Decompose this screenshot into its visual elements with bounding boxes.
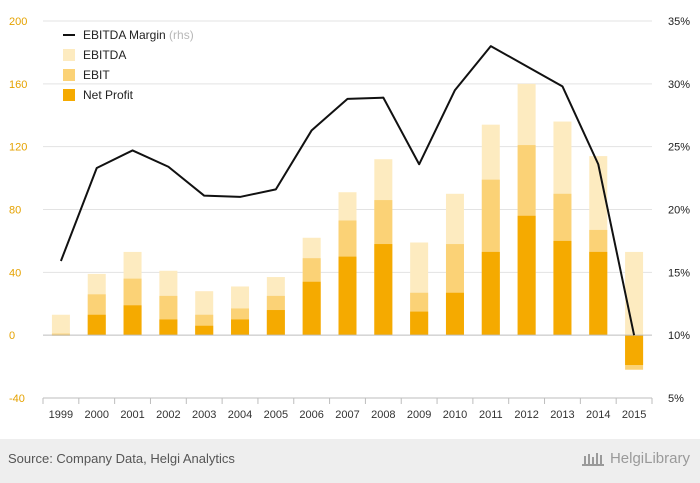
x-tick-label: 2008 bbox=[371, 409, 395, 421]
legend-label-suffix: (rhs) bbox=[169, 28, 194, 42]
y-right-tick-label: 10% bbox=[668, 330, 690, 342]
bar-net-profit bbox=[553, 240, 572, 336]
x-tick-label: 2001 bbox=[120, 409, 144, 421]
bar-net-profit bbox=[410, 311, 429, 336]
x-tick-label: 2013 bbox=[550, 409, 574, 421]
y-right-tick-label: 30% bbox=[668, 79, 690, 91]
legend-label-text: EBITDA Margin bbox=[83, 28, 169, 42]
y-right-tick-label: 5% bbox=[668, 393, 684, 405]
bar-net-profit bbox=[445, 292, 464, 336]
brand-name: HelgiLibrary bbox=[609, 450, 690, 467]
x-tick-label: 1999 bbox=[49, 409, 73, 421]
bars bbox=[51, 83, 644, 370]
series-line-ebitda-margin bbox=[59, 45, 636, 336]
bar-net-profit bbox=[266, 310, 285, 336]
bar-net-profit bbox=[231, 319, 250, 336]
x-tick-label: 2015 bbox=[622, 409, 646, 421]
legend-label: EBITDA bbox=[83, 48, 126, 62]
y-right-tick-label: 35% bbox=[668, 16, 690, 28]
axes: -40 0 40 80 120 160 200 5% 10% 15% 20% 25% 30% 35% 199… bbox=[9, 16, 690, 421]
bar-ebit bbox=[51, 333, 70, 336]
y-left-tick-label: 80 bbox=[9, 205, 21, 217]
y-right-tick-label: 20% bbox=[668, 205, 690, 217]
bar-net-profit bbox=[195, 325, 214, 336]
bar-net-profit bbox=[589, 251, 608, 336]
bar-net-profit bbox=[87, 314, 106, 336]
x-tick-label: 2006 bbox=[299, 409, 323, 421]
y-left-tick-label: 160 bbox=[9, 79, 27, 91]
y-right-tick-label: 15% bbox=[668, 267, 690, 279]
bar-net-profit bbox=[517, 215, 536, 336]
x-tick-label: 2004 bbox=[228, 409, 252, 421]
x-tick-label: 2005 bbox=[264, 409, 288, 421]
y-left-tick-label: 40 bbox=[9, 267, 21, 279]
bar-ebitda bbox=[51, 314, 70, 336]
legend-swatch bbox=[63, 69, 75, 81]
bar-net-profit bbox=[374, 244, 393, 336]
legend-label: Net Profit bbox=[83, 88, 134, 102]
legend-swatch bbox=[63, 89, 75, 101]
y-left-tick-label: -40 bbox=[9, 393, 25, 405]
bar-net-profit bbox=[302, 281, 321, 336]
x-tick-label: 2011 bbox=[479, 409, 503, 421]
x-tick-label: 2007 bbox=[335, 409, 359, 421]
x-tick-label: 2003 bbox=[192, 409, 216, 421]
bar-ebitda bbox=[625, 251, 644, 336]
source-text: Source: Company Data, Helgi Analytics bbox=[8, 451, 235, 466]
bar-net-profit bbox=[159, 319, 178, 336]
x-tick-label: 2000 bbox=[84, 409, 108, 421]
legend-swatch bbox=[63, 49, 75, 61]
bar-net-profit bbox=[481, 251, 500, 336]
y-left-tick-label: 0 bbox=[9, 330, 15, 342]
chart: -40 0 40 80 120 160 200 5% 10% 15% 20% 25% 30% 35% 199… bbox=[9, 16, 690, 421]
library-icon bbox=[581, 452, 604, 466]
margin-line bbox=[59, 45, 636, 336]
y-left-tick-label: 200 bbox=[9, 16, 27, 28]
x-tick-label: 2012 bbox=[514, 409, 538, 421]
bar-net-profit bbox=[625, 335, 644, 366]
legend-label: EBIT bbox=[83, 68, 110, 82]
y-left-tick-label: 120 bbox=[9, 142, 27, 154]
legend-label: EBITDA Margin (rhs) bbox=[83, 28, 194, 42]
x-tick-label: 2010 bbox=[443, 409, 467, 421]
y-right-tick-label: 25% bbox=[668, 142, 690, 154]
legend: EBITDA Margin (rhs) EBITDA EBIT Net Profit bbox=[63, 28, 194, 102]
bar-net-profit bbox=[123, 305, 142, 336]
brand-logo: HelgiLibrary bbox=[581, 450, 690, 467]
x-tick-label: 2014 bbox=[586, 409, 610, 421]
footer: Source: Company Data, Helgi Analytics He… bbox=[0, 439, 700, 483]
x-tick-label: 2009 bbox=[407, 409, 431, 421]
bar-net-profit bbox=[338, 256, 357, 336]
x-tick-label: 2002 bbox=[156, 409, 180, 421]
